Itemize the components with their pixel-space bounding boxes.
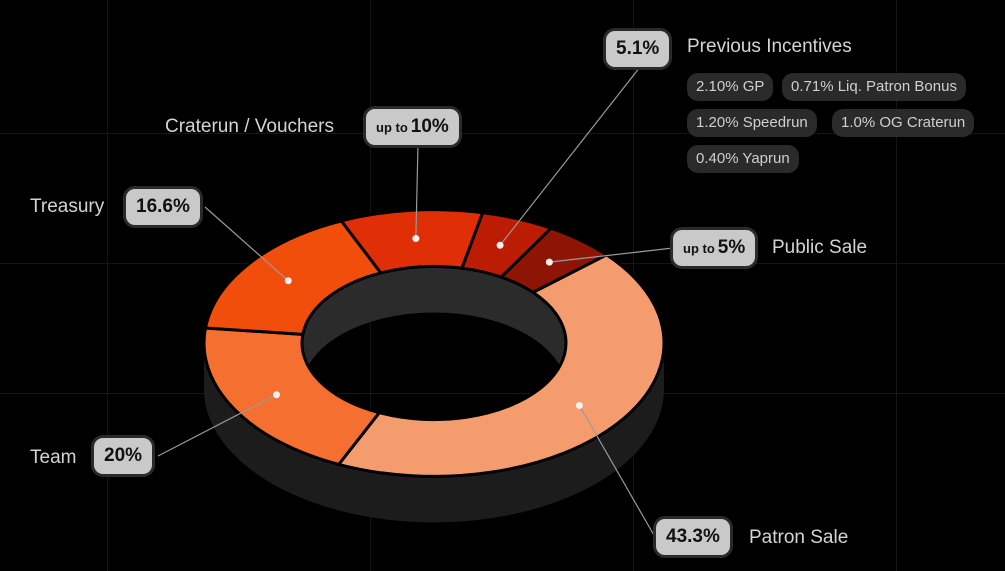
value-public-sale: 5% bbox=[717, 237, 746, 258]
leader-line-team bbox=[157, 394, 277, 457]
label-craterun: Craterun / Vouchers bbox=[165, 116, 334, 137]
slice-public-sale bbox=[498, 226, 610, 295]
value-pill-patron-sale: 43.3% bbox=[656, 519, 730, 555]
donut-inner-wall bbox=[302, 266, 566, 389]
label-treasury: Treasury bbox=[30, 196, 105, 217]
leader-dot-treasury bbox=[284, 277, 292, 285]
value-treasury: 16.6% bbox=[136, 196, 190, 217]
leader-line-patron-sale bbox=[578, 405, 656, 538]
slice-team bbox=[202, 326, 382, 467]
leader-dot-craterun-vouchers bbox=[412, 235, 420, 243]
label-public-sale: Public Sale bbox=[772, 237, 868, 258]
value-craterun: 10% bbox=[410, 116, 449, 137]
leader-dot-public-sale bbox=[545, 258, 553, 266]
value-previous-incentives: 5.1% bbox=[616, 38, 660, 59]
breakdown-chip: 0.40% Yaprun bbox=[687, 145, 799, 173]
value-pill-craterun: up to 10% bbox=[366, 109, 459, 145]
breakdown-chip: 0.71% Liq. Patron Bonus bbox=[782, 73, 966, 101]
value-pill-public-sale: up to 5% bbox=[673, 230, 756, 266]
donut-outer-wall bbox=[204, 343, 664, 523]
value-pill-team: 20% bbox=[94, 438, 153, 474]
label-patron-sale: Patron Sale bbox=[749, 527, 849, 548]
leader-line-craterun-vouchers bbox=[415, 144, 419, 239]
value-pill-previous-incentives: 5.1% bbox=[606, 31, 670, 67]
breakdown-chip: 1.0% OG Craterun bbox=[832, 109, 975, 137]
leader-line-public-sale bbox=[549, 247, 674, 263]
breakdown-chip: 1.20% Speedrun bbox=[687, 109, 817, 137]
label-team: Team bbox=[30, 447, 77, 468]
leader-line-previous-incentives bbox=[499, 66, 641, 246]
value-team: 20% bbox=[104, 445, 143, 466]
prefix-craterun: up to bbox=[376, 120, 408, 135]
value-patron-sale: 43.3% bbox=[666, 526, 720, 547]
slice-patron-sale bbox=[336, 253, 666, 478]
prefix-public-sale: up to bbox=[683, 241, 715, 256]
leader-dot-team bbox=[272, 391, 280, 399]
label-previous-incentives: Previous Incentives bbox=[687, 36, 852, 57]
leader-line-treasury bbox=[204, 206, 289, 282]
leader-dot-patron-sale bbox=[575, 402, 583, 410]
breakdown-chip: 2.10% GP bbox=[687, 73, 774, 101]
value-pill-treasury: 16.6% bbox=[126, 189, 200, 225]
leader-dot-previous-incentives bbox=[496, 241, 504, 249]
